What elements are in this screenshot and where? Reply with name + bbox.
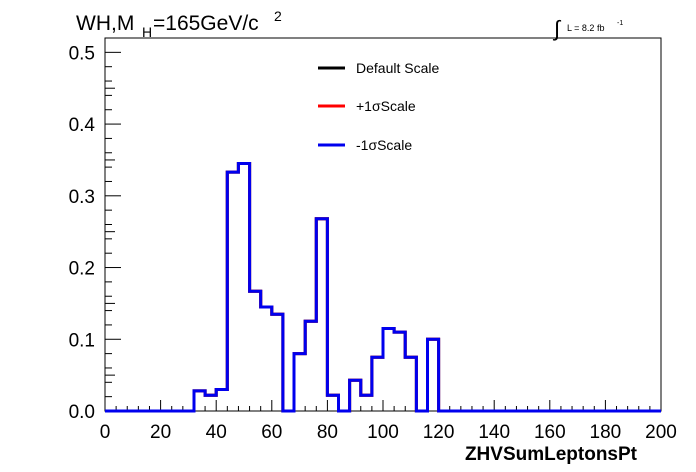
series-layer bbox=[105, 162, 661, 413]
x-tick-label: 140 bbox=[478, 422, 510, 443]
chart-title-subscript: H bbox=[142, 24, 152, 40]
series-line-2 bbox=[105, 162, 661, 413]
x-tick-label: 100 bbox=[367, 422, 399, 443]
x-tick-label: 60 bbox=[261, 422, 282, 443]
chart-title-value: =165GeV/c bbox=[153, 12, 259, 35]
lumi-integral-sign: ∫ bbox=[552, 16, 562, 41]
chart-title-main: WH,M bbox=[76, 12, 134, 35]
x-tick-label: 160 bbox=[534, 422, 566, 443]
series-line-1 bbox=[105, 162, 661, 413]
lumi-label: L = 8.2 fb bbox=[567, 23, 604, 33]
series-line-3 bbox=[105, 162, 661, 413]
x-tick-label: 40 bbox=[206, 422, 227, 443]
x-tick-label: 80 bbox=[317, 422, 338, 443]
legend-entry: Default Scale bbox=[356, 60, 439, 76]
y-tick-label: 0.4 bbox=[69, 115, 96, 136]
lumi-superscript: -1 bbox=[617, 20, 623, 27]
y-tick-label: 0.0 bbox=[69, 402, 95, 423]
x-tick-label: 180 bbox=[590, 422, 622, 443]
x-tick-label: 0 bbox=[100, 422, 111, 443]
legend: Default Scale +1σScale -1σScale bbox=[318, 60, 439, 153]
y-tick-label: 0.2 bbox=[69, 259, 95, 280]
y-tick-label: 0.5 bbox=[69, 43, 95, 64]
x-axis-label: ZHVSumLeptonsPt bbox=[465, 444, 638, 465]
x-tick-label: 200 bbox=[645, 422, 677, 443]
x-tick-label: 120 bbox=[423, 422, 455, 443]
chart-title-superscript: 2 bbox=[274, 8, 282, 24]
y-tick-label: 0.1 bbox=[69, 330, 95, 351]
legend-entry: +1σScale bbox=[356, 98, 416, 114]
x-tick-label: 20 bbox=[150, 422, 171, 443]
legend-entry: -1σScale bbox=[356, 137, 412, 153]
y-tick-label: 0.3 bbox=[69, 187, 95, 208]
